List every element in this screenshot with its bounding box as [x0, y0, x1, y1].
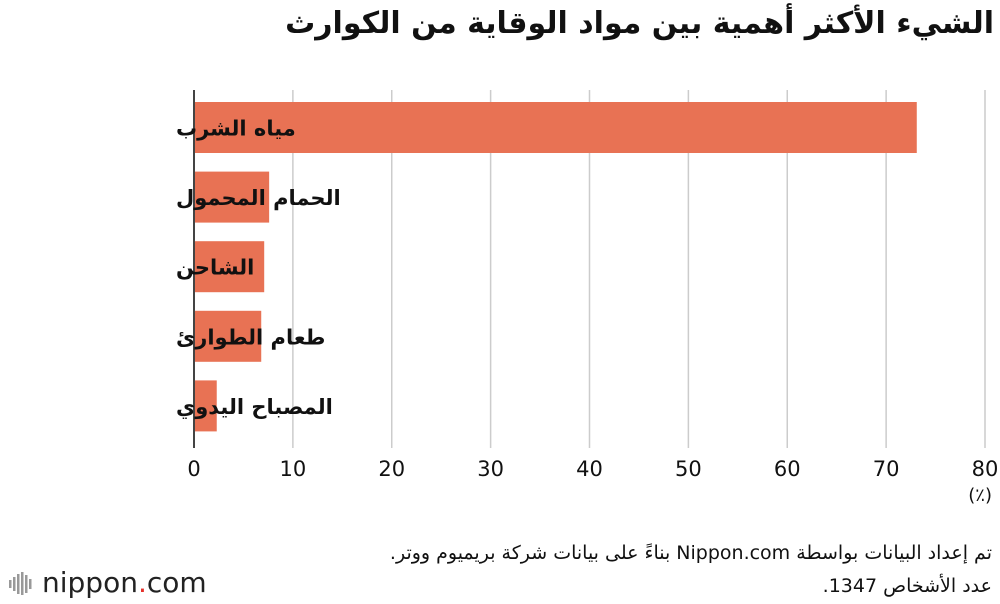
- x-tick-label: 0: [187, 457, 200, 481]
- x-tick-label: 60: [774, 457, 801, 481]
- bar: [195, 171, 270, 223]
- x-tick-label: 10: [280, 457, 307, 481]
- bar: [195, 310, 262, 362]
- x-tick-label: 70: [873, 457, 900, 481]
- bar: [195, 241, 265, 293]
- x-tick-label: 20: [378, 457, 405, 481]
- logo-dot: .: [137, 566, 147, 599]
- category-label: الحمام المحمول: [176, 186, 341, 210]
- source-note: تم إعداد البيانات بواسطة Nippon.com بناء…: [389, 542, 992, 564]
- logo-text: nippon: [42, 566, 138, 599]
- category-label: المصباح اليدوي: [176, 395, 333, 420]
- logo-suffix: com: [146, 566, 207, 599]
- category-label: طعام الطوارئ: [176, 325, 325, 349]
- sample-size-note: عدد الأشخاص 1347.: [822, 575, 992, 597]
- logo-mark-icon: [9, 571, 32, 595]
- bar: [195, 380, 217, 432]
- category-label: مياه الشرب: [176, 117, 296, 141]
- x-tick-label: 80: [972, 457, 999, 481]
- category-label: الشاحن: [176, 256, 254, 280]
- x-tick-label: 40: [576, 457, 603, 481]
- x-tick-label: 30: [477, 457, 504, 481]
- nippon-logo: nippon. com: [8, 566, 207, 599]
- unit-label: (٪): [968, 485, 992, 506]
- bar: [195, 102, 917, 153]
- x-tick-label: 50: [675, 457, 702, 481]
- chart-title: الشيء الأكثر أهمية بين مواد الوقاية من ا…: [285, 6, 994, 41]
